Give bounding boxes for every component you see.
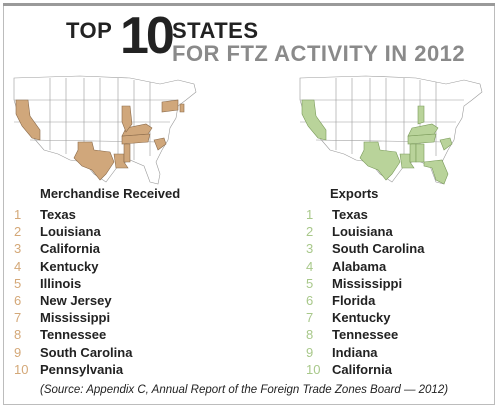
state-south-carolina	[153, 137, 167, 151]
rank-number: 5	[306, 275, 314, 291]
state-california	[15, 99, 41, 141]
list-item: 4 Kentucky	[14, 258, 132, 275]
state-alabama	[415, 143, 425, 163]
state-kentucky	[121, 123, 153, 137]
rank-number: 8	[14, 327, 22, 343]
state-texas	[359, 141, 401, 181]
state-new-jersey	[179, 103, 185, 113]
title-states-word: STATES	[172, 18, 259, 43]
title-top-word: TOP	[66, 18, 113, 43]
rank-number: 10	[14, 361, 29, 377]
exports-list: 1 Texas 2 Louisiana 3 South Carolina 4 Alaba…	[306, 206, 424, 378]
state-name: New Jersey	[40, 292, 112, 308]
rank-number: 9	[14, 344, 22, 360]
list-item: 1 Texas	[306, 206, 424, 223]
state-name: Louisiana	[332, 224, 393, 240]
state-name: Kentucky	[332, 310, 391, 326]
merchandise-heading: Merchandise Received	[40, 186, 181, 201]
rank-number: 4	[306, 258, 314, 274]
exports-heading: Exports	[330, 186, 379, 201]
list-item: 8 Tennessee	[14, 326, 132, 343]
state-name: California	[332, 361, 392, 377]
rank-number: 2	[306, 224, 314, 240]
state-name: California	[40, 241, 100, 257]
source-note: (Source: Appendix C, Annual Report of th…	[40, 384, 449, 396]
list-item: 8 Tennessee	[306, 326, 424, 343]
list-item: 9 South Carolina	[14, 344, 132, 361]
list-item: 5 Illinois	[14, 275, 132, 292]
rank-number: 1	[306, 207, 314, 222]
state-name: Louisiana	[40, 224, 101, 240]
state-name: Tennessee	[40, 327, 107, 343]
list-item: 6 Florida	[306, 292, 424, 309]
list-item: 10 California	[306, 361, 424, 378]
state-name: Mississippi	[332, 275, 403, 291]
rank-number: 6	[14, 292, 22, 308]
state-name: South Carolina	[332, 241, 425, 257]
list-item: 4 Alabama	[306, 258, 424, 275]
rank-number: 7	[306, 310, 314, 326]
us-map-merchandise	[13, 75, 197, 185]
list-item: 5 Mississippi	[306, 275, 424, 292]
state-pennsylvania	[161, 99, 179, 113]
state-name: Alabama	[332, 258, 387, 274]
state-name: Texas	[40, 207, 76, 222]
state-texas	[73, 141, 115, 181]
list-item: 6 New Jersey	[14, 292, 132, 309]
list-item: 1 Texas	[14, 206, 132, 223]
state-name: Illinois	[40, 275, 82, 291]
rank-number: 10	[306, 361, 321, 377]
list-item: 3 South Carolina	[306, 240, 424, 257]
title-subtitle: FOR FTZ ACTIVITY IN 2012	[172, 41, 466, 66]
state-louisiana	[399, 153, 415, 169]
state-name: Texas	[332, 207, 368, 222]
rank-number: 1	[14, 207, 22, 222]
top-rule	[3, 3, 495, 6]
state-name: Kentucky	[40, 258, 99, 274]
list-item: 3 California	[14, 240, 132, 257]
list-item: 10 Pennsylvania	[14, 361, 132, 378]
state-louisiana	[113, 153, 129, 169]
state-mississippi	[123, 143, 131, 163]
state-name: Florida	[332, 292, 376, 308]
title-number: 10	[120, 7, 175, 65]
state-south-carolina	[439, 137, 453, 151]
rank-number: 6	[306, 292, 314, 308]
state-name: Tennessee	[332, 327, 399, 343]
list-item: 9 Indiana	[306, 344, 424, 361]
state-name: Pennsylvania	[40, 361, 124, 377]
list-item: 2 Louisiana	[14, 223, 132, 240]
state-indiana	[417, 105, 425, 125]
state-illinois	[121, 105, 133, 133]
us-map-outline	[13, 75, 197, 185]
state-mississippi	[409, 143, 417, 163]
rank-number: 8	[306, 327, 314, 343]
rank-number: 7	[14, 310, 22, 326]
state-name: Indiana	[332, 344, 378, 360]
state-california	[301, 99, 327, 141]
rank-number: 9	[306, 344, 314, 360]
state-kentucky	[407, 123, 439, 137]
rank-number: 3	[14, 241, 22, 257]
list-item: 7 Kentucky	[306, 309, 424, 326]
us-map-exports	[299, 75, 483, 185]
list-item: 7 Mississippi	[14, 309, 132, 326]
rank-number: 2	[14, 224, 22, 240]
us-map-outline	[299, 75, 483, 185]
list-item: 2 Louisiana	[306, 223, 424, 240]
state-name: Mississippi	[40, 310, 111, 326]
state-name: South Carolina	[40, 344, 133, 360]
rank-number: 4	[14, 258, 22, 274]
rank-number: 5	[14, 275, 22, 291]
state-florida	[423, 159, 449, 185]
merchandise-list: 1 Texas 2 Louisiana 3 California 4 Kentucky …	[14, 206, 132, 378]
rank-number: 3	[306, 241, 314, 257]
